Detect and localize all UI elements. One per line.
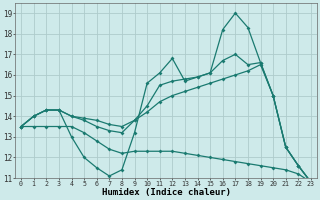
X-axis label: Humidex (Indice chaleur): Humidex (Indice chaleur) (101, 188, 230, 197)
